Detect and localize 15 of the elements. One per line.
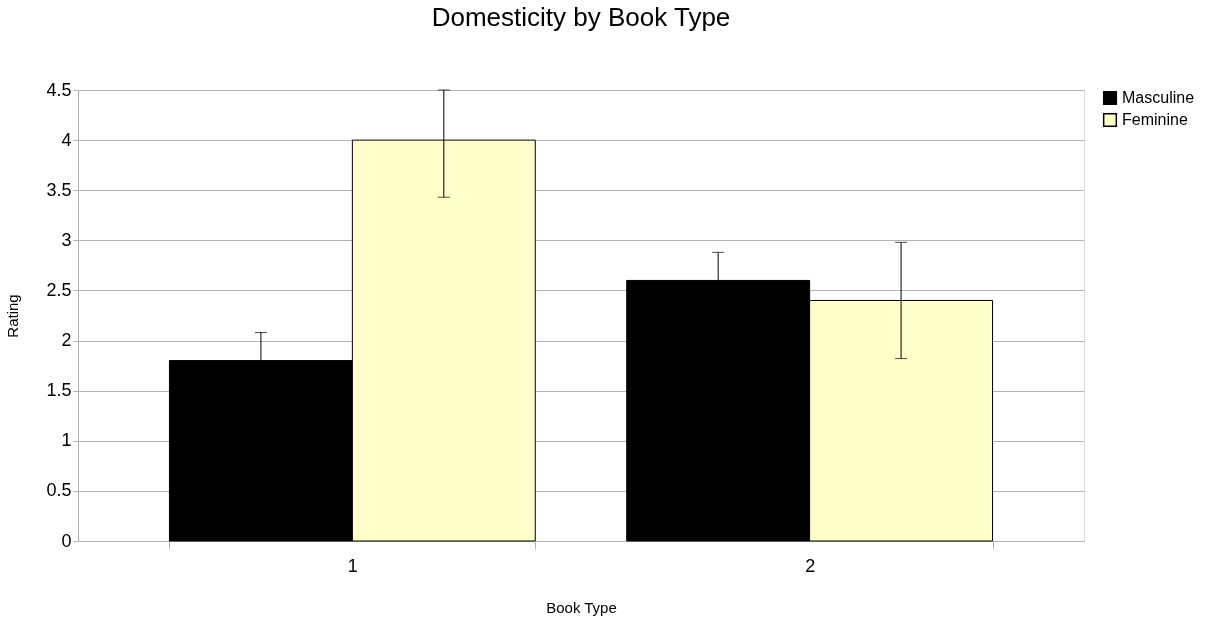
y-tick-label: 0.5	[46, 480, 72, 501]
y-tick-label: 1.5	[46, 380, 72, 401]
x-axis-title: Book Type	[546, 598, 617, 616]
y-tick-label: 3.5	[46, 179, 72, 200]
y-tick-label: 0	[61, 530, 72, 551]
y-tick-label: 1	[61, 430, 72, 451]
y-tick-label: 4.5	[46, 79, 72, 100]
legend-label: Feminine	[1122, 111, 1188, 128]
chart-title: Domesticity by Book Type	[431, 2, 731, 32]
y-axis-title: Rating	[4, 294, 22, 338]
y-tick-label: 2.5	[46, 279, 72, 300]
y-tick-label: 2	[61, 330, 72, 351]
legend-label: Masculine	[1122, 89, 1195, 106]
y-tick-label: 3	[61, 229, 72, 250]
y-tick-label: 4	[61, 129, 72, 150]
